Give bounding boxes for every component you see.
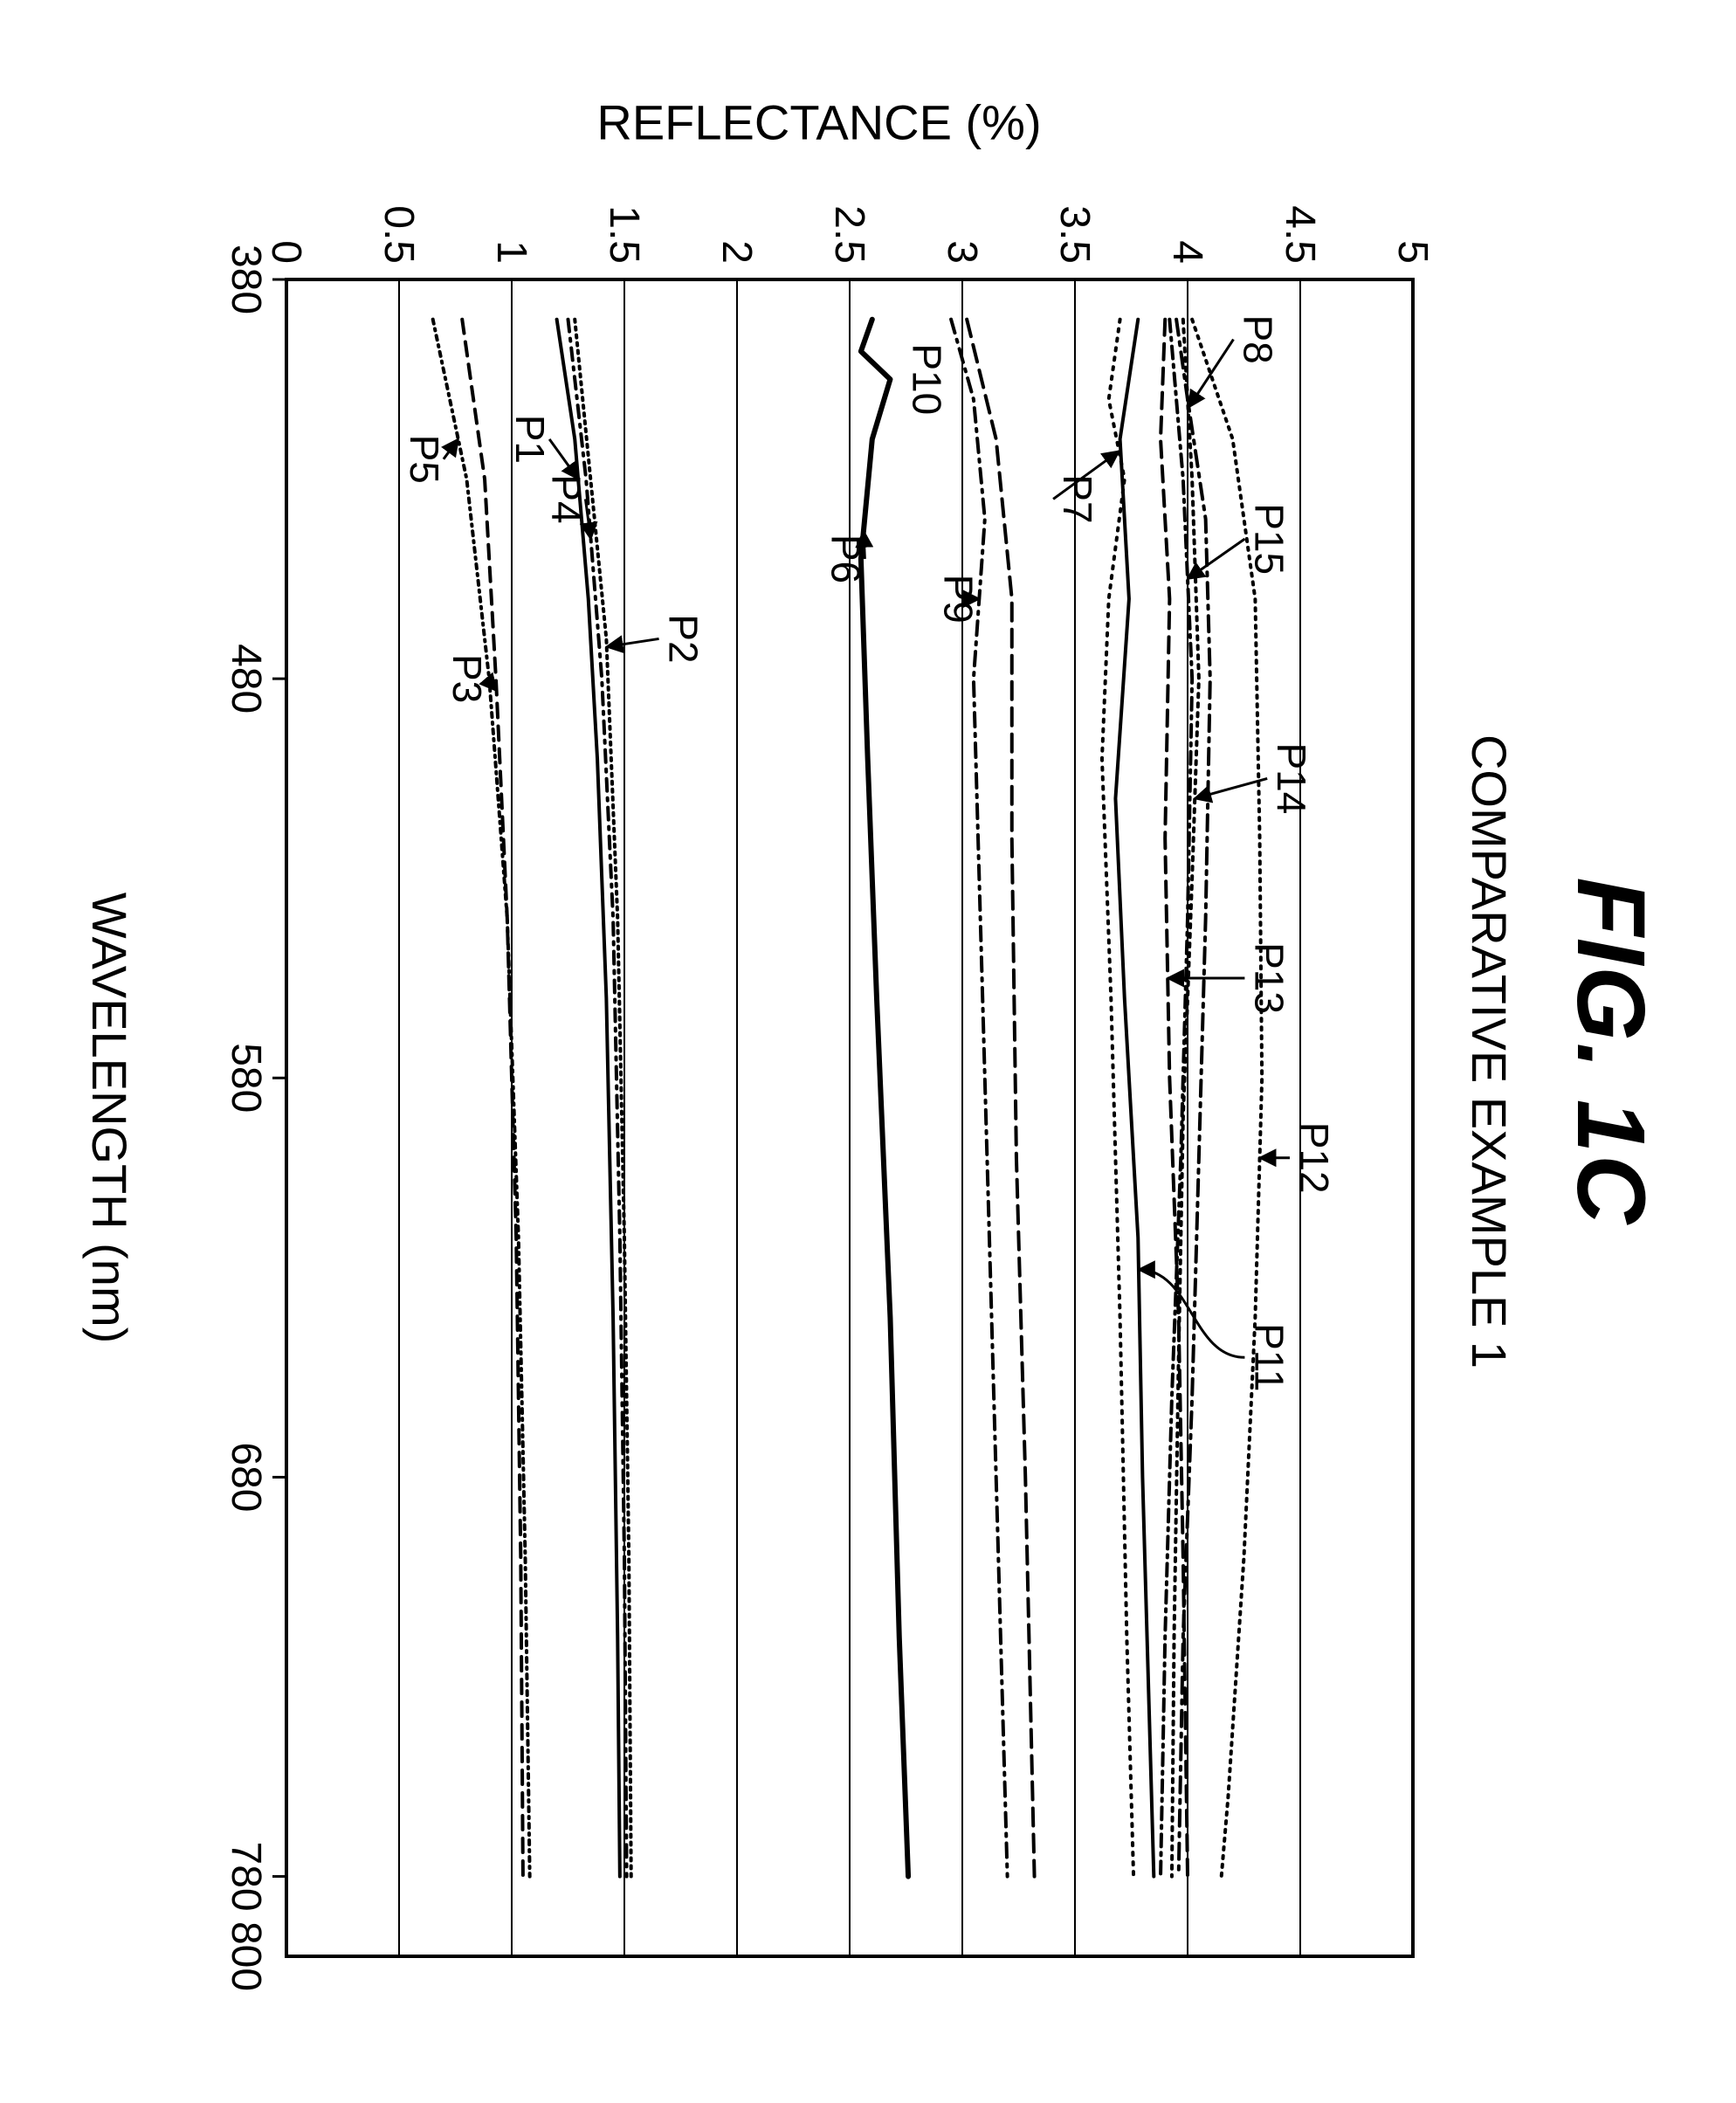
y-tick-label: 0.5 — [375, 205, 422, 264]
series-label-P10: P10 — [904, 343, 949, 415]
y-tick-label: 1.5 — [601, 205, 647, 264]
series-label-P9: P9 — [935, 575, 981, 624]
series-label-P4: P4 — [543, 474, 589, 523]
series-label-P5: P5 — [402, 435, 447, 484]
series-label-P13: P13 — [1246, 942, 1292, 1014]
y-tick-label: 1 — [488, 240, 534, 264]
y-tick-label: 5 — [1389, 240, 1436, 264]
series-label-P3: P3 — [444, 654, 490, 703]
leader-P8 — [1188, 340, 1233, 408]
x-axis-label: WAVELENGTH (nm) — [81, 893, 138, 1343]
series-P1 — [557, 320, 620, 1877]
figure-title: FIG. 1C — [1555, 0, 1666, 2103]
y-tick-label: 2.5 — [826, 205, 872, 264]
leader-P2 — [607, 638, 659, 646]
figure-subtitle: COMPARATIVE EXAMPLE 1 — [1461, 0, 1518, 2103]
x-tick-label: 780 — [223, 1842, 269, 1912]
y-tick-label: 0 — [263, 240, 309, 264]
series-label-P12: P12 — [1292, 1122, 1337, 1194]
x-tick-label: 380 — [223, 245, 269, 314]
series-label-P14: P14 — [1269, 742, 1314, 814]
x-tick-label: 680 — [223, 1442, 269, 1512]
x-tick-label: 800 — [223, 1921, 269, 1991]
leader-P11 — [1139, 1270, 1244, 1358]
y-tick-label: 4 — [1164, 240, 1210, 264]
series-label-P11: P11 — [1246, 1323, 1292, 1391]
series-label-P1: P1 — [507, 415, 553, 464]
series-label-P6: P6 — [823, 534, 868, 583]
series-P9 — [951, 320, 1008, 1877]
y-tick-label: 3.5 — [1051, 205, 1098, 264]
y-tick-label: 2 — [713, 240, 760, 264]
x-tick-label: 480 — [223, 644, 269, 714]
x-tick-label: 580 — [223, 1043, 269, 1113]
series-P11 — [1115, 320, 1154, 1877]
leader-P6 — [864, 531, 865, 559]
series-P5 — [433, 320, 530, 1877]
y-tick-label: 4.5 — [1277, 205, 1323, 264]
series-label-P8: P8 — [1236, 314, 1281, 363]
y-tick-label: 3 — [939, 240, 985, 264]
series-label-P15: P15 — [1246, 503, 1292, 575]
leader-P14 — [1195, 778, 1267, 798]
y-axis-label: REFLECTANCE (%) — [596, 94, 1041, 151]
chart-area: 00.511.522.533.544.55380480580680780800P… — [208, 245, 1430, 1991]
series-label-P2: P2 — [661, 614, 706, 663]
line-chart: 00.511.522.533.544.55380480580680780800P… — [208, 245, 1430, 1991]
